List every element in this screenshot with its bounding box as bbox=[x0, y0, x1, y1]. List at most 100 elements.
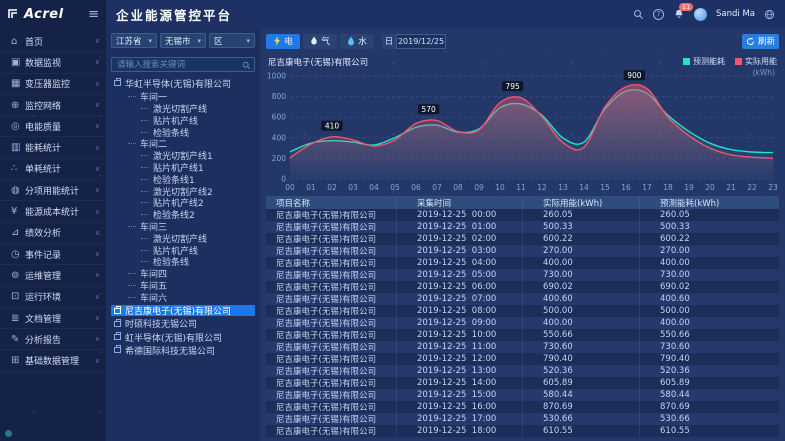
table-row: 尼吉康电子(无锡)有限公司 2019-12-25 04:00 400.00 400.0… bbox=[266, 257, 779, 269]
tree-item[interactable]: 检验条线 bbox=[111, 126, 255, 138]
sidebar-item-label: 能耗统计 bbox=[25, 144, 62, 155]
table-cell: 600.22 bbox=[660, 234, 690, 244]
sidebar-item-perf[interactable]: ⊿ 绩效分析 ∨ bbox=[0, 223, 106, 244]
table-cell: 2019-12-25 09:00 bbox=[397, 317, 523, 329]
tree-item[interactable]: 车间五 bbox=[111, 280, 255, 291]
sidebar-item-network[interactable]: ⊕ 监控网络 ∨ bbox=[0, 95, 106, 116]
tab-electricity[interactable]: 电 bbox=[266, 33, 300, 49]
tree-item[interactable]: 车间一 bbox=[111, 91, 255, 103]
tree-item-label: 车间二 bbox=[140, 140, 168, 150]
tree-item-label: 华虹半导体(无锡)有限公司 bbox=[125, 79, 232, 90]
tree-item[interactable]: 检验条线2 bbox=[111, 209, 255, 221]
tree-item-selected[interactable]: 尼吉康电子(无锡)有限公司 bbox=[111, 304, 255, 317]
table-cell: 690.02 bbox=[660, 282, 690, 292]
svg-text:600: 600 bbox=[272, 113, 287, 122]
tree-item[interactable]: 贴片机产线 bbox=[111, 244, 255, 256]
sidebar-item-report[interactable]: ✎ 分析报告 ∨ bbox=[0, 329, 106, 350]
sidebar-item-cost[interactable]: ¥ 能源成本统计 ∨ bbox=[0, 201, 106, 222]
sidebar-item-label: 首页 bbox=[25, 37, 44, 48]
table-cell: 尼吉康电子(无锡)有限公司 bbox=[266, 389, 397, 401]
sidebar-item-nodes[interactable]: ∴ 单耗统计 ∨ bbox=[0, 159, 106, 180]
sidebar-item-db[interactable]: ⊞ 基础数据管理 ∨ bbox=[0, 350, 106, 371]
sidebar-item-transformer[interactable]: ▦ 变压器监控 ∨ bbox=[0, 74, 106, 95]
table-cell: 2019-12-25 12:00 bbox=[397, 353, 523, 365]
sidebar-item-label: 基础数据管理 bbox=[25, 357, 80, 368]
table-cell: 2019-12-25 04:00 bbox=[397, 257, 523, 269]
tree-item[interactable]: 车间三 bbox=[111, 221, 255, 232]
docs-icon: ≣ bbox=[11, 312, 20, 324]
tree-item[interactable]: 激光切割产线 bbox=[111, 103, 255, 114]
tree-item[interactable]: 贴片机产线1 bbox=[111, 162, 255, 173]
table-cell: 2019-12-25 17:00 bbox=[397, 413, 523, 425]
tree-item[interactable]: 虹半导体(无锡)有限公司 bbox=[111, 331, 255, 343]
legend-label: 预测能耗 bbox=[693, 57, 725, 66]
tree-item[interactable]: 激光切割产线2 bbox=[111, 185, 255, 197]
tree-item[interactable]: 车间二 bbox=[111, 138, 255, 150]
page-title: 企业能源管控平台 bbox=[116, 7, 233, 23]
search-icon[interactable] bbox=[633, 9, 644, 20]
sidebar-item-bars[interactable]: ▥ 能耗统计 ∨ bbox=[0, 137, 106, 158]
chart-toolbar: 电 气 水 日 2019/12/25 刷新 bbox=[266, 33, 779, 49]
sidebar-item-events[interactable]: ◷ 事件记录 ∨ bbox=[0, 244, 106, 265]
sidebar-item-home[interactable]: ⌂ 首页 ∨ bbox=[0, 31, 106, 52]
date-value: 2019/12/25 bbox=[396, 33, 446, 49]
tree-item[interactable]: 时硕科技无锡公司 bbox=[111, 318, 255, 330]
legend-item[interactable]: 实际用能 bbox=[735, 56, 777, 67]
env-icon: ⊡ bbox=[11, 291, 20, 303]
sidebar-item-monitor[interactable]: ▣ 数据监视 ∨ bbox=[0, 52, 106, 73]
city-select[interactable]: 无锡市 ▾ bbox=[160, 33, 206, 48]
tree-item[interactable]: 激光切割产线1 bbox=[111, 150, 255, 162]
notifications-bell-icon[interactable]: 11 bbox=[673, 3, 694, 20]
sidebar-item-env[interactable]: ⊡ 运行环境 ∨ bbox=[0, 287, 106, 308]
globe-icon[interactable] bbox=[764, 9, 775, 20]
tree-connector bbox=[141, 249, 149, 251]
chevron-down-icon: ∨ bbox=[94, 101, 100, 110]
sidebar-item-docs[interactable]: ≣ 文档管理 ∨ bbox=[0, 308, 106, 329]
sidebar-item-ops[interactable]: ⊚ 运维管理 ∨ bbox=[0, 265, 106, 286]
table-row: 尼吉康电子(无锡)有限公司 2019-12-25 03:00 270.00 270.0… bbox=[266, 245, 779, 257]
table-cell: 580.44 bbox=[523, 389, 640, 401]
tree-item[interactable]: 检验条线 bbox=[111, 256, 255, 268]
sidebar-item-power[interactable]: ◎ 电能质量 ∨ bbox=[0, 116, 106, 137]
table-cell: 2019-12-25 02:00 bbox=[397, 233, 523, 245]
svg-text:12: 12 bbox=[537, 183, 547, 192]
avatar[interactable] bbox=[694, 7, 707, 21]
tree-item[interactable]: 车间四 bbox=[111, 268, 255, 280]
tree-item[interactable]: 贴片机产线 bbox=[111, 114, 255, 126]
bulb-icon: ◍ bbox=[11, 184, 20, 196]
tab-gas[interactable]: 气 bbox=[303, 33, 337, 49]
table-cell: 尼吉康电子(无锡)有限公司 bbox=[266, 341, 397, 353]
menu-toggle-icon[interactable]: ≡ bbox=[88, 6, 99, 22]
tree-item[interactable]: 希德国际科技无锡公司 bbox=[111, 345, 255, 356]
tree-item[interactable]: 华虹半导体(无锡)有限公司 bbox=[111, 78, 255, 90]
help-icon[interactable]: ? bbox=[653, 8, 664, 20]
tree-item[interactable]: 检验条线1 bbox=[111, 173, 255, 185]
tree-item[interactable]: 车间六 bbox=[111, 291, 255, 303]
table-row: 尼吉康电子(无锡)有限公司 2019-12-25 10:00 550.66 550.6… bbox=[266, 329, 779, 341]
chevron-down-icon: ∨ bbox=[94, 186, 100, 195]
search-icon[interactable] bbox=[242, 55, 251, 74]
date-picker[interactable]: 日 2019/12/25 bbox=[382, 33, 446, 49]
table-cell: 520.36 bbox=[660, 366, 690, 376]
district-select[interactable]: 区 ▾ bbox=[209, 33, 255, 48]
legend-item[interactable]: 预测能耗 bbox=[683, 56, 725, 67]
province-select[interactable]: 江苏省 ▾ bbox=[111, 33, 157, 48]
svg-text:410: 410 bbox=[325, 121, 340, 130]
tree-item[interactable]: 贴片机产线2 bbox=[111, 197, 255, 209]
table-cell: 2019-12-25 18:00 bbox=[397, 425, 523, 437]
sidebar-item-bulb[interactable]: ◍ 分项用能统计 ∨ bbox=[0, 180, 106, 201]
legend-swatch bbox=[683, 58, 690, 65]
tree-item-label: 车间六 bbox=[140, 293, 168, 304]
search-input[interactable] bbox=[111, 56, 255, 72]
tree-item[interactable]: 激光切割产线 bbox=[111, 232, 255, 244]
table-row: 尼吉康电子(无锡)有限公司 2019-12-25 09:00 400.00 400.0… bbox=[266, 317, 779, 329]
table-cell: 尼吉康电子(无锡)有限公司 bbox=[266, 365, 397, 377]
tree-item-label: 时硕科技无锡公司 bbox=[125, 320, 198, 330]
tab-water[interactable]: 水 bbox=[340, 33, 374, 49]
svg-text:07: 07 bbox=[432, 183, 442, 192]
tree-item-label: 贴片机产线 bbox=[153, 246, 199, 256]
tree-item-label: 贴片机产线2 bbox=[153, 199, 204, 209]
svg-text:11: 11 bbox=[516, 183, 526, 192]
refresh-button[interactable]: 刷新 bbox=[741, 33, 779, 49]
